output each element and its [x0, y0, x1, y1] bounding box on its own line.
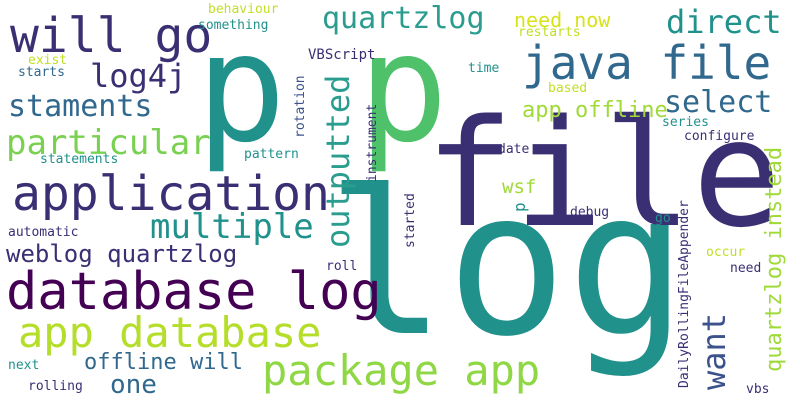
word-date: date: [498, 142, 530, 157]
word-debug: debug: [570, 205, 610, 220]
word-java-file: java file: [522, 36, 772, 90]
word-need: need: [730, 261, 762, 276]
word-log: log: [326, 148, 688, 381]
word-quartzlog: quartzlog: [322, 1, 485, 36]
word-go: go: [655, 211, 671, 226]
word-something: something: [198, 18, 269, 33]
word-time: time: [468, 61, 500, 76]
word-quartzlog-instead: quartzlog instead: [762, 146, 787, 372]
word-p-right: p: [358, 2, 449, 176]
word-log4j: log4j: [90, 57, 187, 95]
word-offline-will: offline will: [84, 350, 243, 375]
word-file: file: [425, 88, 782, 260]
word-rolling: rolling: [28, 379, 83, 394]
word-select: select: [664, 85, 773, 120]
word-pattern: pattern: [244, 147, 299, 162]
word-app-offline: app offline: [522, 98, 668, 123]
word-instrument: instrument: [365, 103, 380, 182]
word-automatic: automatic: [8, 225, 79, 240]
word-series: series: [662, 115, 709, 130]
word-want: want: [695, 312, 733, 390]
word-statements: statements: [40, 152, 119, 167]
word-dailyrolling: DailyRollingFileAppender: [677, 200, 692, 388]
word-package-app: package app: [262, 346, 541, 395]
word-direct: direct: [666, 3, 782, 41]
word-wsf: wsf: [502, 176, 537, 198]
word-occur: occur: [706, 245, 746, 260]
word-exist: exist: [28, 53, 68, 68]
word-particular: particular: [6, 123, 211, 163]
word-will-go: will go: [10, 8, 213, 64]
word-vbs: vbs: [746, 382, 770, 397]
word-application: application: [12, 166, 330, 222]
word-starts: starts: [18, 65, 65, 80]
word-outputted: outputted: [319, 74, 357, 248]
word-based: based: [548, 81, 588, 96]
word-staments: staments: [8, 89, 153, 124]
word-need-now: need now: [514, 8, 611, 32]
word-p-small: p: [510, 202, 529, 212]
word-restarts: restarts: [518, 25, 581, 40]
word-p-left: p: [196, 2, 287, 176]
word-multiple: multiple: [150, 207, 314, 247]
word-configure: configure: [684, 129, 755, 144]
word-behaviour: behaviour: [208, 2, 279, 17]
word-weblog-quartzlog: weblog quartzlog: [6, 240, 238, 268]
word-database-log: database log: [6, 262, 382, 322]
word-roll: roll: [326, 259, 358, 274]
word-started: started: [403, 193, 418, 248]
word-next: next: [8, 358, 40, 373]
word-vbscript: VBScript: [308, 47, 376, 63]
word-one: one: [110, 370, 157, 400]
word-app-database: app database: [18, 308, 322, 357]
word-rotation: rotation: [293, 75, 308, 138]
